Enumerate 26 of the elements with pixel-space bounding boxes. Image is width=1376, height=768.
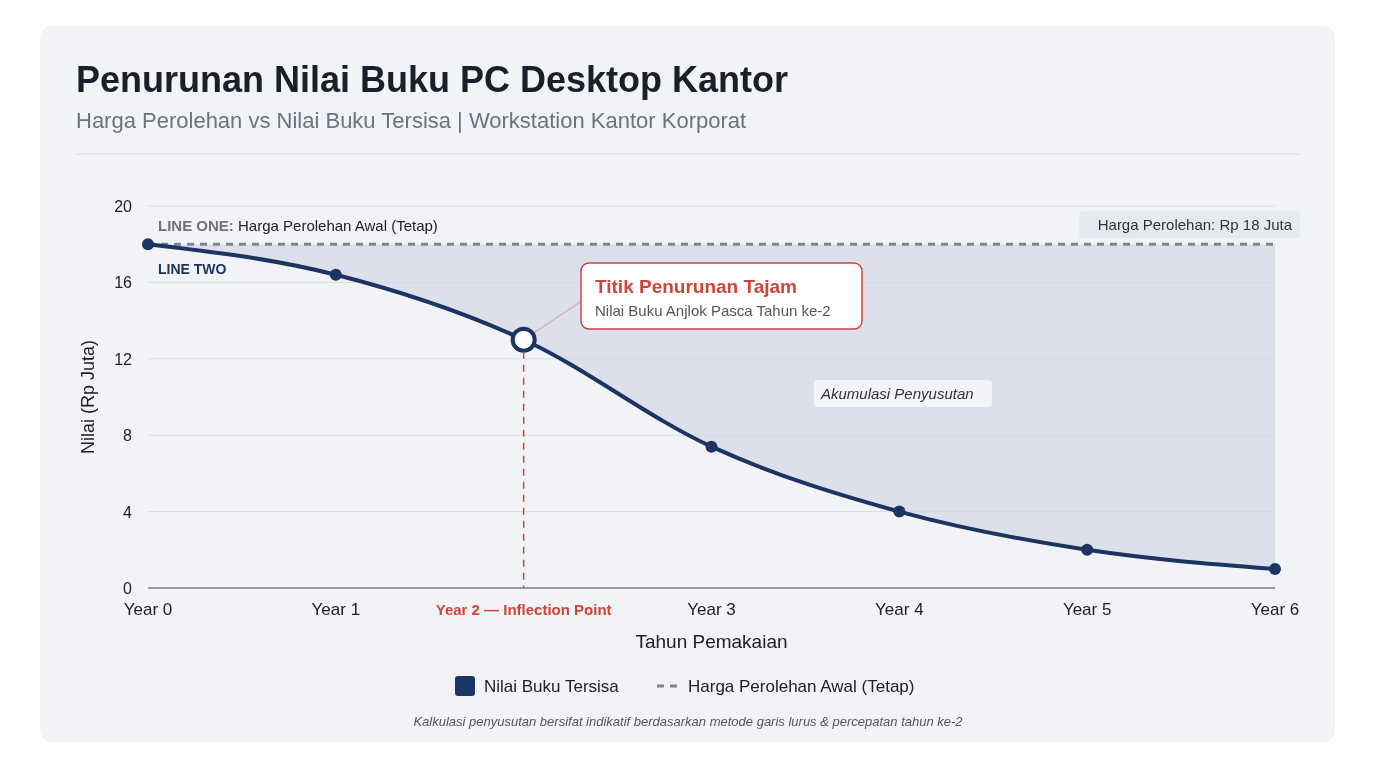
text: Kalkulasi penyusutan bersifat indikatif berdasarkan metode garis lurus & percepatan tahun ke-2 xyxy=(413,714,964,729)
y-axis-title: Nilai (Rp Juta) xyxy=(78,339,98,455)
y-tick-label: 12 xyxy=(114,350,133,368)
annotation: LINE ONE: Harga Perolehan Awal (Tetap) xyxy=(158,217,438,234)
y-tick-label: 4 xyxy=(123,503,133,521)
legend-label: Nilai Buku Tersisa xyxy=(484,677,620,696)
x-tick-label: Year 4 xyxy=(875,600,924,619)
y-tick-label: 0 xyxy=(123,580,133,597)
x-tick-label: Year 1 xyxy=(311,600,361,619)
annotation: Akumulasi Penyusutan xyxy=(820,385,974,402)
x-tick-label: Year 6 xyxy=(1250,600,1300,619)
annotation: Titik Penurunan Tajam xyxy=(595,276,798,297)
y-tick-label: 20 xyxy=(114,198,133,215)
annotation: Nilai Buku Anjlok Pasca Tahun ke-2 xyxy=(595,302,831,319)
chart-title: Penurunan Nilai Buku PC Desktop Kantor xyxy=(76,59,789,100)
y-tick-label: 16 xyxy=(114,274,133,292)
annotation: LINE TWO xyxy=(158,261,227,277)
annotation: Harga Perolehan: Rp 18 Juta xyxy=(1097,216,1293,234)
x-axis-title: Tahun Pemakaian xyxy=(635,631,788,652)
chart-subtitle: Harga Perolehan vs Nilai Buku Tersisa | Workstation Kantor Korporat xyxy=(76,108,747,133)
x-tick-label: Year 5 xyxy=(1062,600,1112,619)
legend-label: Harga Perolehan Awal (Tetap) xyxy=(688,677,915,696)
x-tick-label: Year 0 xyxy=(123,600,173,619)
y-tick-label: 8 xyxy=(123,427,133,445)
x-tick-label: Year 2 — Inflection Point xyxy=(435,601,612,618)
x-tick-label: Year 3 xyxy=(687,600,736,619)
